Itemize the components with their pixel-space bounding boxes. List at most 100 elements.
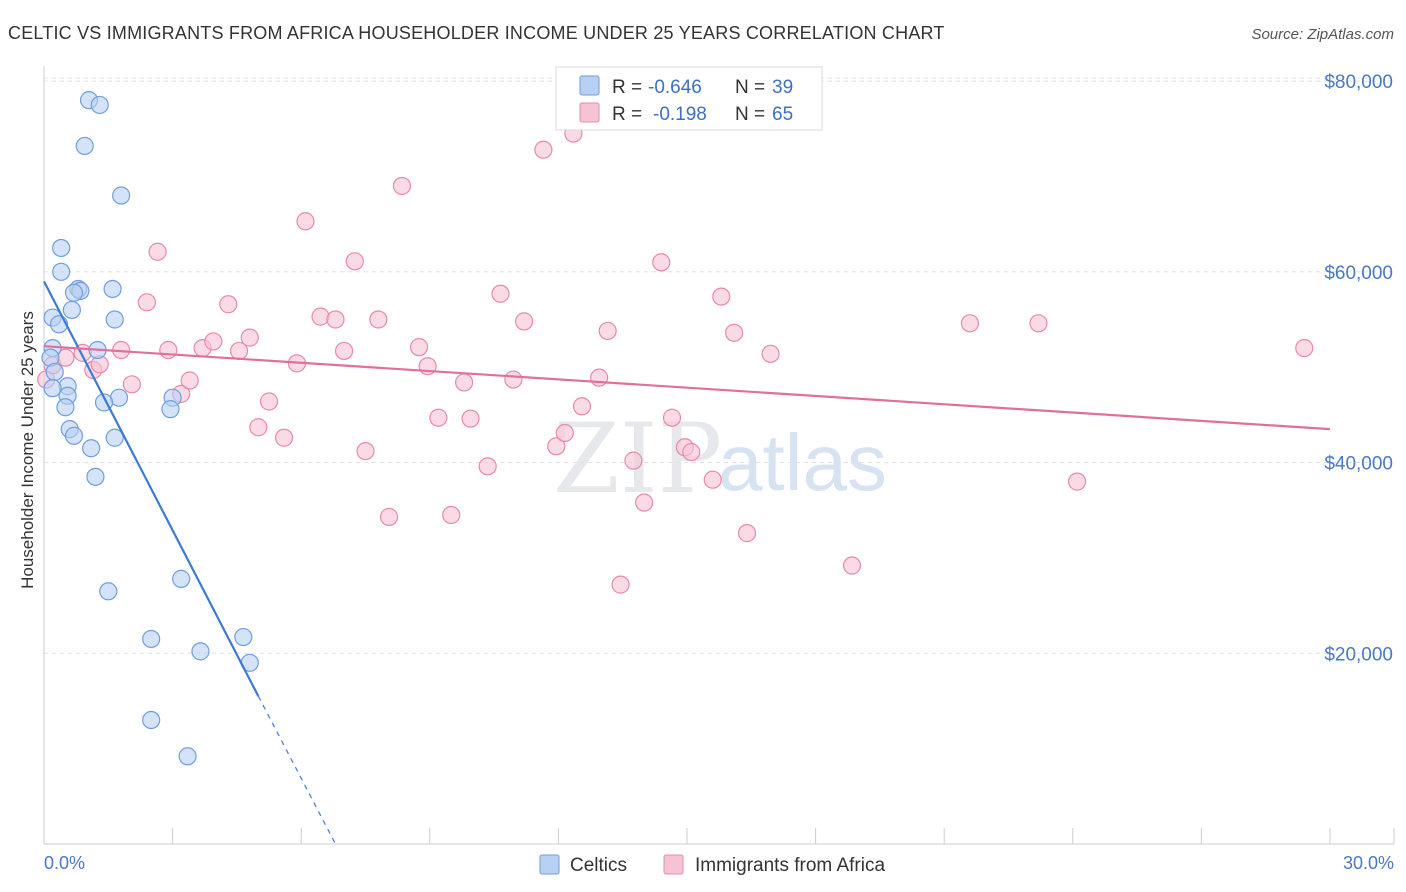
y-tick-label-3: $80,000 [1324, 72, 1393, 93]
africa-point-48 [624, 451, 643, 470]
africa-point-50 [652, 253, 671, 272]
africa-point-42 [555, 423, 574, 443]
africa-point-6 [122, 375, 141, 394]
africa-point-57 [737, 524, 757, 543]
celtics-point-35 [191, 642, 210, 661]
celtics-point-25 [161, 400, 180, 419]
celtics-point-3 [112, 186, 131, 205]
watermark-atlas: atlas [718, 418, 887, 507]
africa-point-16 [240, 328, 259, 347]
axes [43, 66, 1395, 845]
y-axis-label: Householder Income Under 25 years [18, 311, 37, 589]
legend-swatch-celtics [579, 75, 600, 96]
africa-point-47 [611, 575, 630, 594]
africa-point-54 [703, 470, 722, 489]
africa-point-25 [345, 252, 364, 271]
y-tick-label-1: $40,000 [1324, 454, 1393, 475]
y-tick-labels: $20,000 $40,000 $60,000 $80,000 [1324, 72, 1393, 665]
africa-point-2 [73, 343, 92, 362]
africa-point-19 [274, 428, 294, 447]
chart-source: Source: ZipAtlas.com [1251, 26, 1394, 43]
legend-n-value-africa: 65 [772, 104, 793, 125]
celtics-point-11 [105, 310, 124, 329]
africa-point-58 [761, 344, 780, 363]
africa-point-59 [842, 556, 862, 575]
celtics-point-34 [234, 627, 253, 647]
africa-point-8 [148, 242, 167, 261]
africa-point-21 [296, 212, 315, 231]
legend-n-value-celtics: 39 [772, 77, 793, 98]
africa-point-9 [159, 340, 178, 360]
africa-point-30 [409, 338, 429, 357]
africa-trend-line [43, 345, 1331, 431]
africa-point-37 [491, 284, 510, 303]
correlation-legend: R = -0.646 N = 39 R = -0.198 N = 65 [555, 66, 823, 131]
celtics-point-17 [45, 362, 64, 382]
zipatlas-watermark: ZIP atlas [553, 403, 887, 515]
series-legend: Celtics Immigrants from Africa [539, 854, 885, 876]
bottom-legend-label-africa: Immigrants from Africa [695, 855, 885, 876]
africa-point-13 [204, 332, 223, 351]
celtics-point-32 [99, 582, 118, 601]
africa-point-22 [311, 307, 330, 326]
trend-lines [43, 280, 1331, 845]
africa-point-14 [219, 295, 238, 314]
legend-n-label-celtics: N = [735, 77, 765, 98]
africa-point-36 [478, 457, 497, 476]
celtics-point-37 [142, 710, 161, 730]
celtics-point-28 [105, 428, 124, 447]
africa-point-33 [442, 505, 461, 525]
x-tick-min: 0.0% [44, 853, 85, 873]
africa-point-53 [682, 442, 701, 462]
celtics-point-29 [82, 439, 101, 458]
africa-point-39 [515, 312, 534, 331]
celtics-point-38 [178, 747, 197, 766]
africa-point-60 [960, 314, 980, 333]
y-tick-label-2: $60,000 [1324, 263, 1393, 284]
legend-r-label-celtics: R = [612, 77, 642, 98]
africa-point-17 [249, 418, 268, 437]
africa-point-7 [137, 293, 156, 312]
bottom-legend-swatch-africa [663, 854, 684, 875]
celtics-point-31 [172, 569, 191, 588]
celtics-point-21 [109, 388, 129, 407]
africa-point-56 [725, 323, 744, 342]
celtics-point-8 [103, 279, 122, 299]
celtics-trend-extension [257, 695, 337, 845]
celtics-point-2 [75, 136, 94, 156]
celtics-point-9 [64, 283, 84, 302]
africa-point-24 [334, 341, 354, 361]
celtics-point-27 [64, 426, 84, 445]
africa-point-32 [429, 408, 448, 427]
africa-point-28 [379, 507, 399, 526]
celtics-point-30 [86, 467, 105, 486]
africa-point-29 [392, 176, 412, 196]
africa-point-62 [1067, 472, 1087, 491]
africa-point-38 [504, 370, 523, 389]
africa-point-23 [326, 310, 345, 329]
legend-swatch-africa [579, 102, 600, 123]
bottom-legend-swatch-celtics [539, 854, 560, 875]
africa-point-41 [547, 437, 566, 456]
series-celtics [41, 91, 259, 766]
celtics-trend-line [43, 280, 260, 697]
celtics-point-4 [52, 238, 71, 258]
chart-title: CELTIC VS IMMIGRANTS FROM AFRICA HOUSEHO… [8, 23, 945, 43]
africa-point-27 [369, 310, 388, 329]
africa-point-49 [635, 493, 654, 512]
africa-point-26 [356, 441, 375, 461]
celtics-point-19 [43, 379, 62, 398]
legend-r-value-celtics: -0.646 [648, 77, 702, 98]
africa-point-40 [534, 140, 553, 159]
gridlines [44, 77, 1394, 654]
africa-point-35 [461, 409, 480, 428]
x-tick-max: 30.0% [1343, 853, 1394, 873]
africa-point-45 [590, 368, 609, 387]
africa-point-55 [712, 287, 731, 306]
y-tick-label-0: $20,000 [1324, 644, 1393, 665]
africa-point-44 [572, 397, 592, 416]
africa-point-11 [180, 371, 199, 390]
legend-n-label-africa: N = [735, 104, 765, 125]
africa-point-51 [662, 408, 682, 427]
